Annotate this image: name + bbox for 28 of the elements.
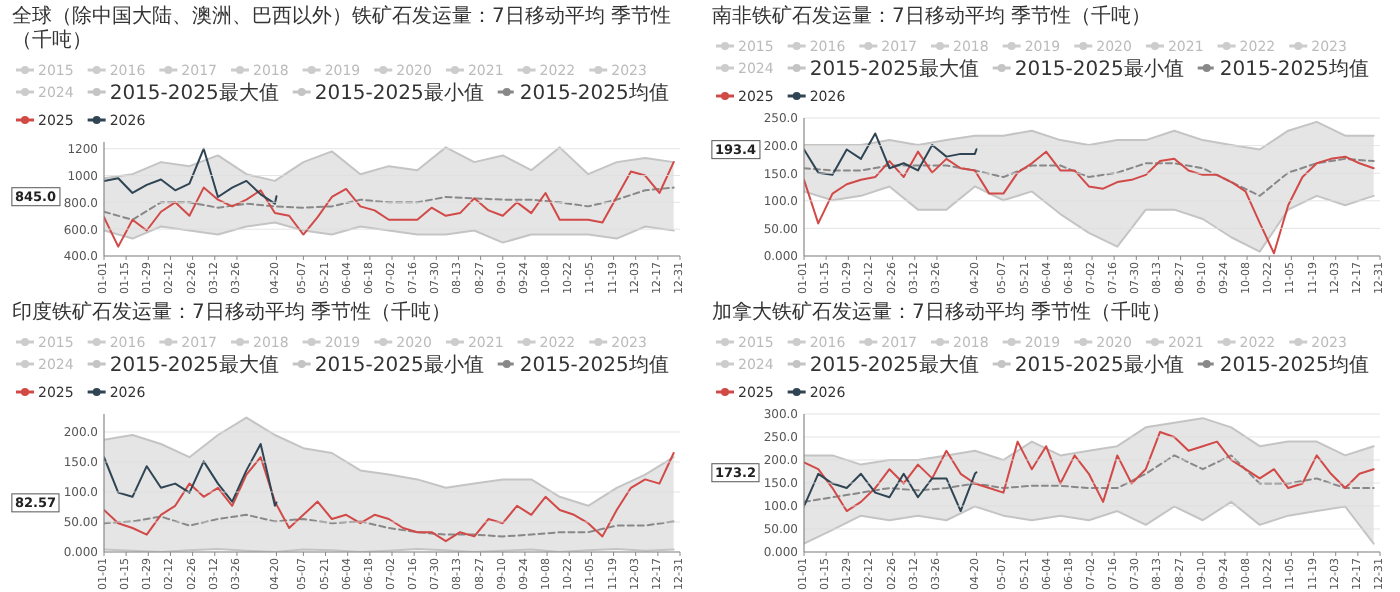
legend-label: 2015-2025最大值 — [809, 353, 979, 377]
legend-item: 2015-2025最大值 — [87, 355, 279, 377]
title: 加拿大铁矿石发运量：7日移动平均 季节性（千吨） — [712, 302, 1172, 324]
legend-label: 2015-2025均值 — [519, 81, 669, 105]
title: 南非铁矿石发运量：7日移动平均 季节性（千吨） — [712, 6, 1152, 28]
legend-item: 2015-2025最大值 — [87, 83, 279, 105]
legend-label: 2015-2025最大值 — [109, 353, 279, 377]
legend-item: 2015-2025均值 — [1197, 59, 1369, 81]
legend-item: 2015-2025均值 — [497, 355, 669, 377]
legend-item: 2015-2025最小值 — [292, 355, 484, 377]
legend-label: 2015-2025最大值 — [809, 57, 979, 81]
title: 全球（除中国大陆、澳洲、巴西以外）铁矿石发运量：7日移动平均 季节性（千吨） — [12, 6, 672, 52]
legend-item: 2015-2025最大值 — [787, 59, 979, 81]
legend-item: 2015-2025最大值 — [787, 355, 979, 377]
legend-label: 2015-2025最小值 — [1014, 57, 1184, 81]
legend-item: 2015-2025均值 — [497, 83, 669, 105]
legend-label: 2015-2025均值 — [1219, 353, 1369, 377]
legend-label: 2015-2025最小值 — [314, 81, 484, 105]
legend-label: 2015-2025最大值 — [109, 81, 279, 105]
legend-item: 2015-2025均值 — [1197, 355, 1369, 377]
legend-label: 2015-2025最小值 — [1014, 353, 1184, 377]
legend-label: 2015-2025最小值 — [314, 353, 484, 377]
legend-item: 2015-2025最小值 — [992, 355, 1184, 377]
legend-item: 2015-2025最小值 — [292, 83, 484, 105]
legend-item: 2015-2025最小值 — [992, 59, 1184, 81]
legend-label: 2015-2025均值 — [519, 353, 669, 377]
title: 印度铁矿石发运量：7日移动平均 季节性（千吨） — [12, 302, 452, 324]
legend-label: 2015-2025均值 — [1219, 57, 1369, 81]
